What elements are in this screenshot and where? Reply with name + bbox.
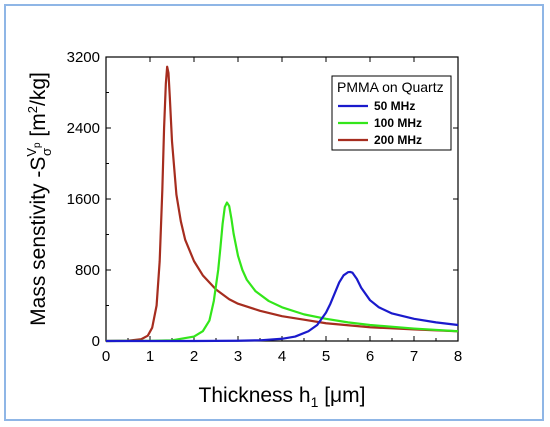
legend-box — [331, 75, 452, 151]
y-tick-label: 0 — [92, 333, 100, 350]
x-tick-label: 6 — [366, 348, 374, 365]
x-axis-title-rest: [μm] — [318, 384, 365, 407]
x-tick-label: 5 — [322, 348, 330, 365]
series-line-50-mhz — [106, 270, 459, 343]
y-tick-label: 1600 — [67, 191, 100, 208]
legend-label: 200 MHz — [374, 133, 422, 147]
x-axis-title-main: Thickness h — [199, 384, 311, 407]
legend-items: 50 MHz 100 MHz 200 MHz — [338, 99, 422, 147]
y-tick-label: 3200 — [67, 49, 100, 66]
legend-label: 100 MHz — [374, 116, 422, 130]
x-tick-label: 1 — [146, 348, 154, 365]
x-tick-label: 4 — [278, 348, 286, 365]
x-axis-title-sub: 1 — [311, 394, 319, 410]
series-line-200-mhz — [105, 65, 459, 343]
x-tick-label: 7 — [410, 348, 418, 365]
y-axis-title-sub: σ — [39, 148, 54, 156]
y-axis-title-subsub: p — [32, 142, 43, 148]
y-ticks: 0 800 1600 2400 3200 — [67, 49, 458, 350]
y-tick-label: 800 — [75, 262, 100, 279]
series-group — [105, 65, 459, 343]
legend-label: 50 MHz — [374, 99, 415, 113]
x-tick-label: 3 — [234, 348, 242, 365]
x-axis-title: Thickness h1 [μm] — [199, 384, 366, 410]
y-axis-title-sup: V — [24, 148, 39, 157]
x-tick-label: 8 — [454, 348, 462, 365]
y-axis-title: Mass senstivity -SVσp [m2/kg] — [24, 72, 54, 326]
x-tick-label: 0 — [102, 348, 110, 365]
legend: PMMA on Quartz 50 MHz 100 MHz 200 MHz — [331, 75, 452, 151]
series-line-100-mhz — [105, 201, 459, 343]
x-ticks: 0 1 2 3 4 5 6 7 8 — [102, 57, 462, 365]
y-tick-label: 2400 — [67, 120, 100, 137]
legend-title: PMMA on Quartz — [337, 79, 444, 95]
y-axis-title-rest: [m — [27, 113, 50, 142]
y-axis-title-sup2: 2 — [25, 106, 40, 113]
y-axis-title-main: Mass senstivity -S — [27, 157, 50, 326]
x-tick-label: 2 — [190, 348, 198, 365]
y-axis-title-end: /kg] — [27, 72, 50, 106]
